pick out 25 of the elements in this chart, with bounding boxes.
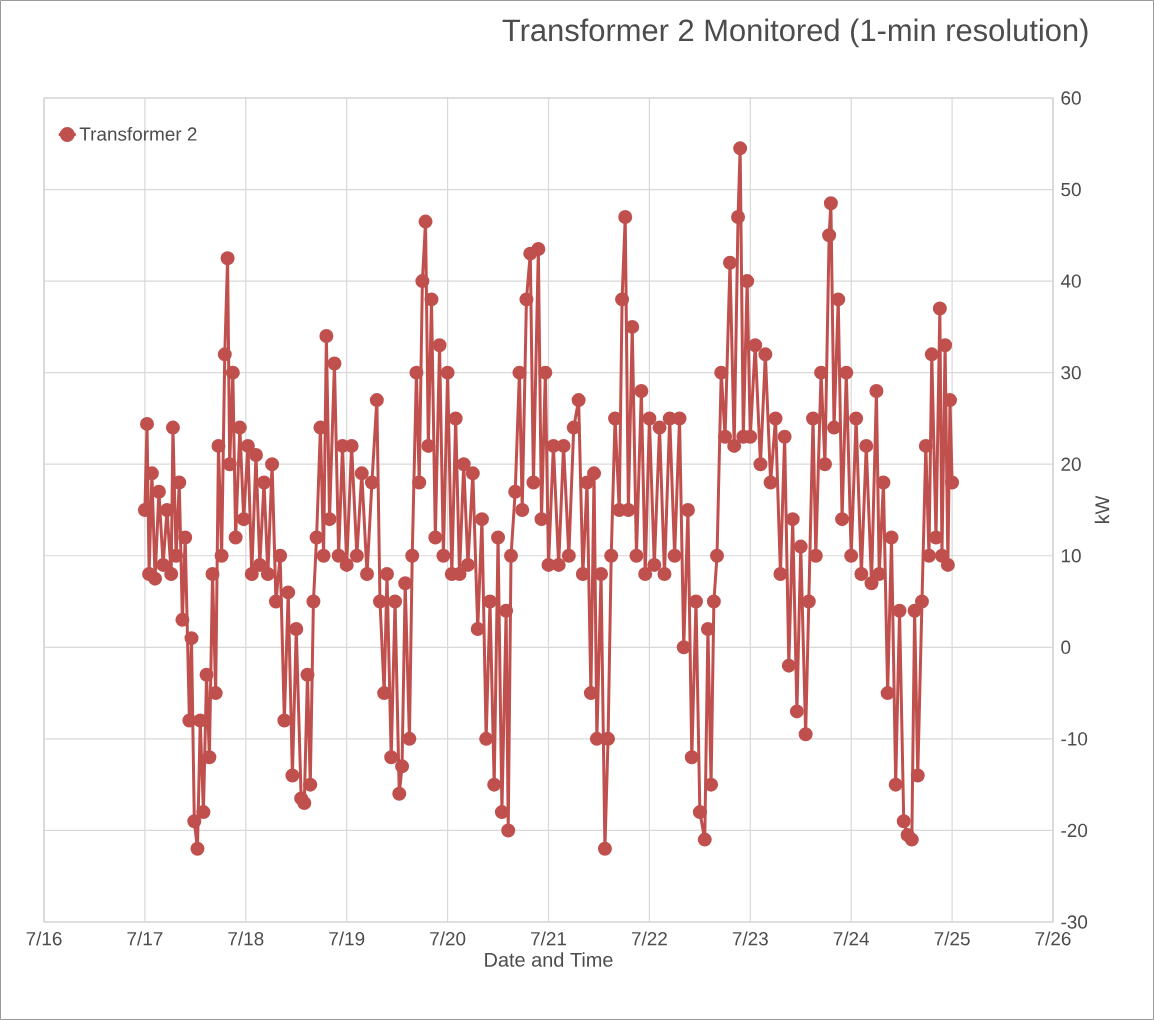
y-tick-label: 50 — [1061, 182, 1081, 197]
y-tick-label: -30 — [1061, 915, 1088, 929]
y-tick-label: -20 — [1061, 823, 1088, 838]
y-tick-label: 0 — [1061, 640, 1071, 655]
x-tick-label: 7/22 — [631, 931, 667, 946]
x-tick-label: 7/26 — [1035, 931, 1071, 946]
x-tick-label: 7/19 — [329, 931, 365, 946]
x-axis-title: Date and Time — [485, 952, 613, 967]
y-tick-label: 10 — [1061, 549, 1081, 563]
y-axis-title: kW — [1094, 495, 1110, 524]
chart-title: Transformer 2 Monitored (1-min resolution) — [502, 18, 1088, 48]
x-tick-label: 7/18 — [228, 931, 264, 946]
y-tick-label: 30 — [1061, 365, 1081, 380]
y-tick-label: 40 — [1060, 274, 1081, 288]
y-tick-label: -10 — [1061, 732, 1088, 746]
legend-label: Transformer 2 — [79, 126, 197, 141]
y-tick-label: 60 — [1061, 91, 1081, 105]
x-tick-label: 7/25 — [934, 931, 970, 946]
y-tick-label: 20 — [1061, 457, 1081, 471]
x-tick-label: 7/20 — [430, 931, 466, 946]
x-tick-label: 7/16 — [26, 931, 62, 946]
x-tick-label: 7/24 — [833, 931, 870, 946]
x-tick-label: 7/23 — [732, 931, 768, 946]
x-tick-label: 7/21 — [531, 931, 566, 946]
x-tick-label: 7/17 — [127, 931, 163, 946]
